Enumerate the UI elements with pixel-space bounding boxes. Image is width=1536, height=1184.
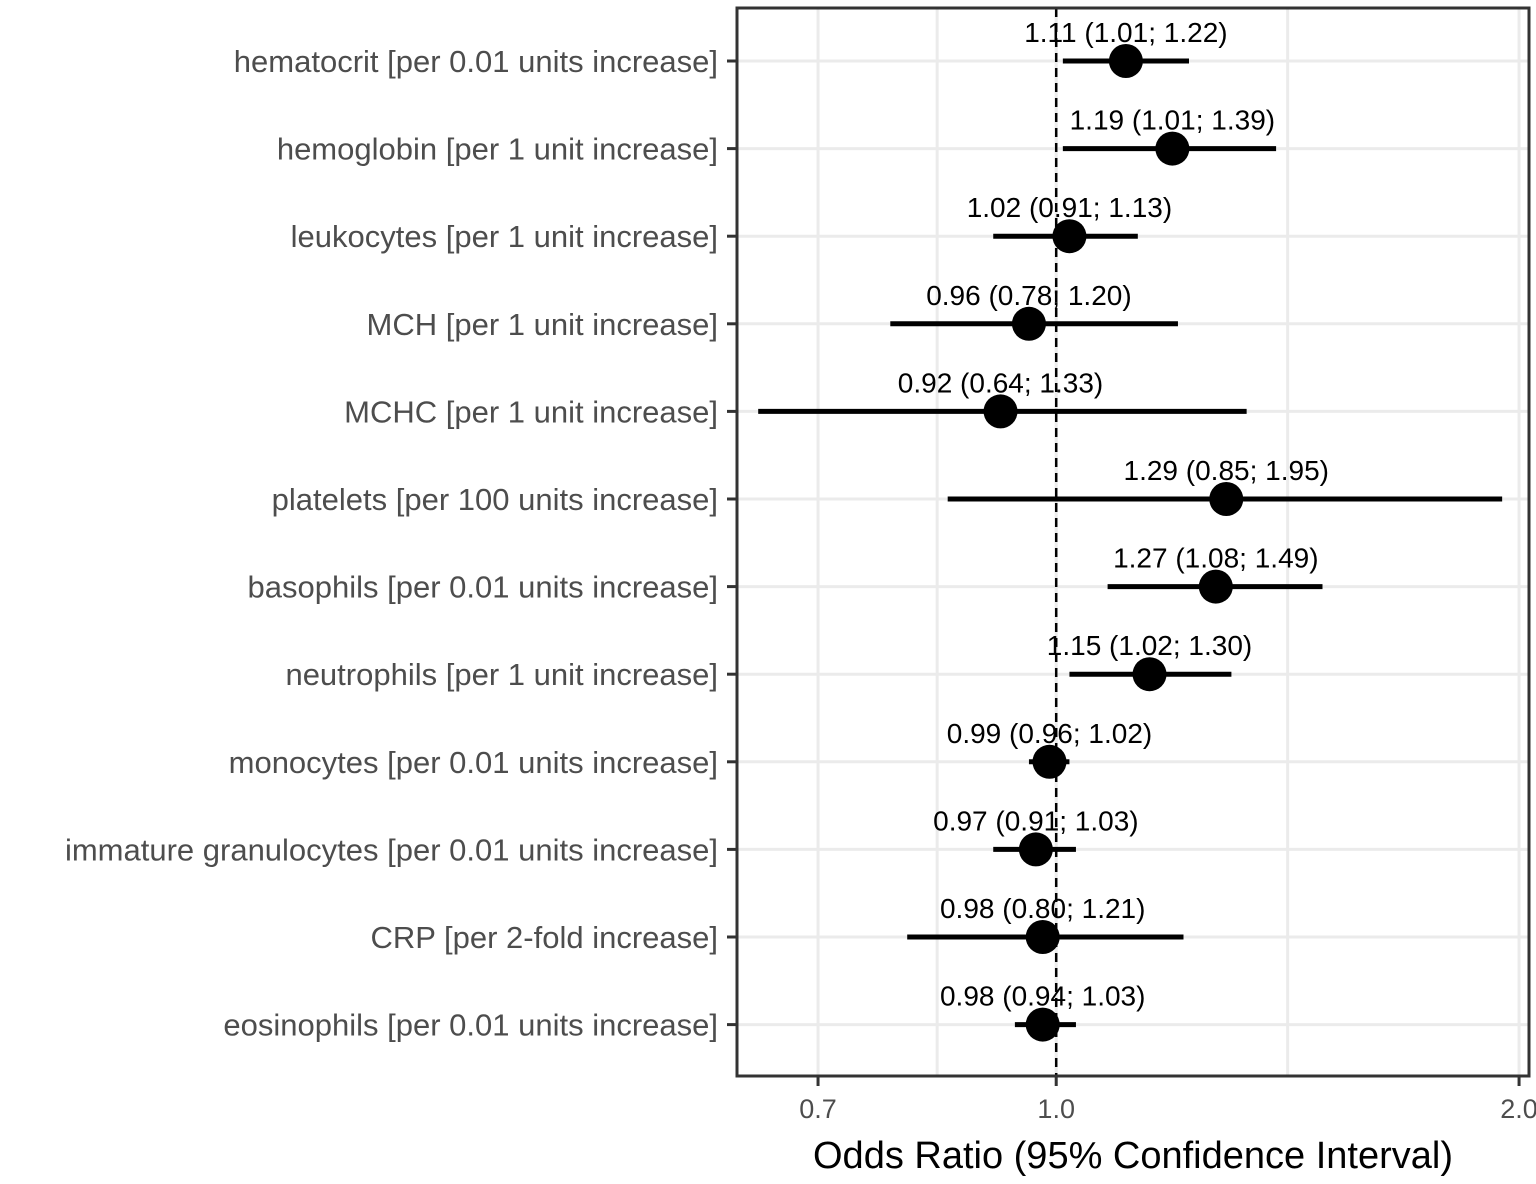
row-label-3: MCH [per 1 unit increase] xyxy=(367,307,718,342)
estimate-label-row-2: 1.02 (0.91; 1.13) xyxy=(967,192,1172,223)
x-tick-label-1.0: 1.0 xyxy=(1037,1094,1075,1124)
estimate-label-row-8: 0.99 (0.96; 1.02) xyxy=(947,718,1152,749)
estimate-label-row-11: 0.98 (0.94; 1.03) xyxy=(940,981,1145,1012)
point-estimate-row-6 xyxy=(1198,569,1233,604)
row-label-6: basophils [per 0.01 units increase] xyxy=(248,570,718,605)
point-estimate-row-2 xyxy=(1052,219,1087,254)
row-label-5: platelets [per 100 units increase] xyxy=(272,482,718,517)
point-estimate-row-9 xyxy=(1018,832,1053,867)
estimate-label-row-1: 1.19 (1.01; 1.39) xyxy=(1070,105,1275,136)
row-label-10: CRP [per 2-fold increase] xyxy=(371,920,718,955)
row-label-9: immature granulocytes [per 0.01 units in… xyxy=(65,832,718,867)
point-estimate-row-1 xyxy=(1155,131,1190,166)
point-estimate-row-8 xyxy=(1032,744,1067,779)
y-axis-labels: hematocrit [per 0.01 units increase] hemo… xyxy=(65,44,718,1043)
x-axis-ticks xyxy=(816,1076,1521,1086)
point-estimate-row-10 xyxy=(1025,920,1060,954)
point-estimate-row-7 xyxy=(1132,657,1167,692)
y-axis-ticks xyxy=(727,59,737,1027)
estimate-label-row-3: 0.96 (0.78; 1.20) xyxy=(926,280,1131,311)
row-label-4: MCHC [per 1 unit increase] xyxy=(344,394,718,429)
x-tick-label-0.7: 0.7 xyxy=(799,1094,837,1124)
estimate-label-row-0: 1.11 (1.01; 1.22) xyxy=(1024,17,1227,48)
estimate-labels: 1.11 (1.01; 1.22) 1.19 (1.01; 1.39) 1.02 (… xyxy=(898,17,1329,1012)
estimate-label-row-9: 0.97 (0.91; 1.03) xyxy=(933,805,1138,836)
point-estimate-row-11 xyxy=(1025,1007,1060,1042)
row-label-8: monocytes [per 0.01 units increase] xyxy=(229,745,718,780)
estimate-label-row-10: 0.98 (0.80; 1.21) xyxy=(940,893,1145,924)
row-label-0: hematocrit [per 0.01 units increase] xyxy=(234,44,718,79)
estimate-label-row-7: 1.15 (1.02; 1.30) xyxy=(1047,630,1252,661)
point-estimate-row-4 xyxy=(983,394,1018,429)
x-axis-tick-labels: 0.7 1.0 2.0 xyxy=(799,1094,1536,1124)
row-label-1: hemoglobin [per 1 unit increase] xyxy=(277,132,718,167)
row-label-2: leukocytes [per 1 unit increase] xyxy=(291,219,718,254)
point-estimate-row-0 xyxy=(1108,44,1143,78)
row-label-7: neutrophils [per 1 unit increase] xyxy=(285,657,718,692)
x-axis-title: Odds Ratio (95% Confidence Interval) xyxy=(813,1135,1453,1177)
point-estimate-row-5 xyxy=(1209,482,1244,516)
x-tick-label-2.0: 2.0 xyxy=(1500,1094,1536,1124)
estimate-label-row-4: 0.92 (0.64; 1.33) xyxy=(898,367,1103,398)
estimate-label-row-5: 1.29 (0.85; 1.95) xyxy=(1124,455,1329,486)
plot-panel-border xyxy=(735,6,1531,1078)
row-label-11: eosinophils [per 0.01 units increase] xyxy=(223,1008,718,1043)
point-estimates xyxy=(983,44,1244,1042)
point-estimate-row-3 xyxy=(1011,306,1046,341)
estimate-label-row-6: 1.27 (1.08; 1.49) xyxy=(1113,543,1318,574)
